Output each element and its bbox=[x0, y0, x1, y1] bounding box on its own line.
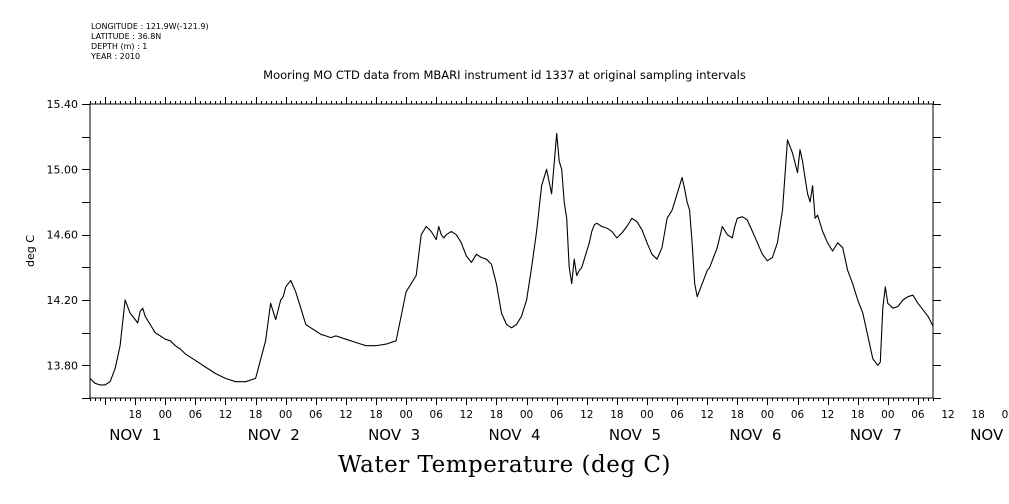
x-hour-tick-label: 18 bbox=[851, 409, 864, 421]
x-day-labels: NOV 1 NOV 2 NOV 3 NOV 4 NOV 5 NOV 6 NOV 7 NOV 8 bbox=[109, 426, 1009, 444]
y-tick-label: 15.40 bbox=[47, 98, 79, 111]
x-hour-tick-label: 12 bbox=[941, 409, 954, 421]
x-hour-tick-label: 00 bbox=[881, 409, 894, 421]
x-hour-tick-label: 00 bbox=[1002, 409, 1009, 421]
x-hour-tick-label: 18 bbox=[610, 409, 623, 421]
x-hour-tick-label: 12 bbox=[219, 409, 232, 421]
x-hour-tick-label: 00 bbox=[520, 409, 533, 421]
x-hour-tick-label: 00 bbox=[761, 409, 774, 421]
x-day-label: NOV 1 bbox=[109, 426, 161, 444]
x-hour-tick-label: 18 bbox=[971, 409, 984, 421]
x-hour-tick-label: 18 bbox=[731, 409, 744, 421]
x-tick-labels: 18 00 06 12 18 00 06 12 18 00 06 12 18 00 06 12 18 00 06 12… bbox=[128, 409, 1009, 421]
x-hour-tick-label: 06 bbox=[791, 409, 805, 421]
x-axis-title: Water Temperature (deg C) bbox=[338, 452, 671, 478]
y-tick-labels: 13.80 14.20 14.60 15.00 15.40 bbox=[47, 98, 79, 372]
x-hour-tick-label: 18 bbox=[128, 409, 141, 421]
y-tick-label: 14.20 bbox=[47, 294, 79, 307]
year-label: YEAR : 2010 bbox=[91, 52, 141, 61]
x-hour-tick-label: 06 bbox=[911, 409, 925, 421]
x-hour-tick-label: 12 bbox=[821, 409, 834, 421]
plot-frame bbox=[89, 103, 934, 399]
chart-title: Mooring MO CTD data from MBARI instrumen… bbox=[263, 68, 746, 82]
x-hour-tick-label: 18 bbox=[249, 409, 262, 421]
x-hour-tick-label: 00 bbox=[640, 409, 653, 421]
x-day-label: NOV 2 bbox=[248, 426, 300, 444]
x-hour-tick-label: 18 bbox=[369, 409, 382, 421]
y-tick-label: 13.80 bbox=[47, 359, 79, 372]
depth-label: DEPTH (m) : 1 bbox=[91, 42, 148, 51]
x-day-label: NOV 3 bbox=[368, 426, 420, 444]
x-day-label: NOV 5 bbox=[609, 426, 661, 444]
x-hour-tick-label: 06 bbox=[309, 409, 323, 421]
y-tick-label: 15.00 bbox=[47, 163, 79, 176]
x-day-label: NOV 4 bbox=[488, 426, 540, 444]
x-hour-tick-label: 12 bbox=[701, 409, 714, 421]
metadata-block: LONGITUDE : 121.9W(-121.9) LATITUDE : 36… bbox=[91, 22, 209, 62]
x-hour-tick-label: 06 bbox=[670, 409, 684, 421]
x-hour-tick-label: 06 bbox=[550, 409, 564, 421]
x-hour-tick-label: 00 bbox=[399, 409, 412, 421]
x-hour-tick-label: 06 bbox=[189, 409, 203, 421]
longitude-label: LONGITUDE : 121.9W(-121.9) bbox=[91, 22, 209, 31]
x-hour-tick-label: 12 bbox=[460, 409, 473, 421]
y-tick-label: 14.60 bbox=[47, 229, 79, 242]
x-hour-tick-label: 18 bbox=[490, 409, 503, 421]
x-hour-tick-label: 00 bbox=[159, 409, 172, 421]
x-hour-tick-label: 00 bbox=[279, 409, 292, 421]
x-hour-tick-label: 12 bbox=[580, 409, 593, 421]
latitude-label: LATITUDE : 36.8N bbox=[91, 32, 162, 41]
y-axis-label: deg C bbox=[24, 235, 37, 267]
x-hour-tick-label: 06 bbox=[430, 409, 444, 421]
temperature-series-line bbox=[89, 132, 934, 386]
x-hour-tick-label: 12 bbox=[339, 409, 352, 421]
axis-ticks bbox=[82, 97, 941, 405]
x-day-label: NOV 8 bbox=[970, 426, 1009, 444]
x-day-label: NOV 6 bbox=[729, 426, 781, 444]
x-day-label: NOV 7 bbox=[850, 426, 902, 444]
